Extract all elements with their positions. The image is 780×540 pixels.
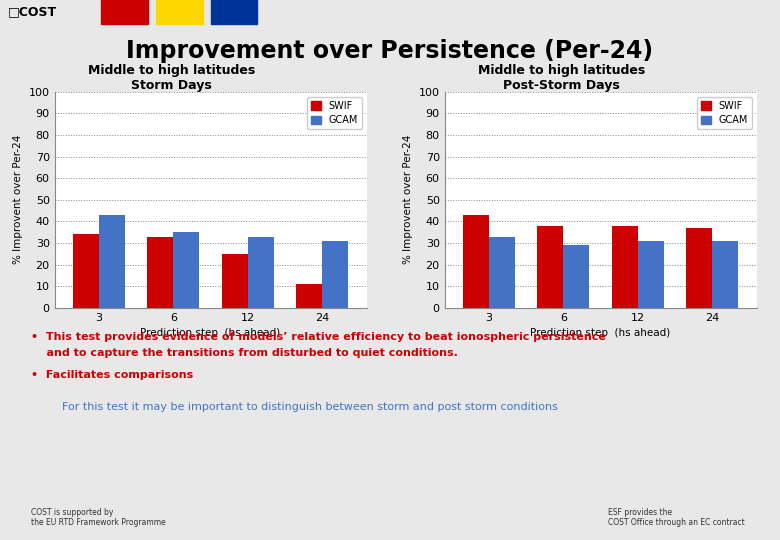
X-axis label: Prediction step  (hs ahead): Prediction step (hs ahead): [530, 328, 671, 338]
Text: and to capture the transitions from disturbed to quiet conditions.: and to capture the transitions from dist…: [31, 348, 458, 359]
Bar: [211, 0, 257, 24]
Text: Improvement over Persistence (Per-24): Improvement over Persistence (Per-24): [126, 39, 654, 63]
Bar: [73, 234, 99, 308]
Text: Middle to high latitudes
Post-Storm Days: Middle to high latitudes Post-Storm Days: [478, 64, 645, 92]
Bar: [99, 215, 125, 308]
Bar: [686, 228, 712, 308]
Y-axis label: % Improvent over Per-24: % Improvent over Per-24: [403, 135, 413, 265]
X-axis label: Prediction step  (hs ahead): Prediction step (hs ahead): [140, 328, 281, 338]
Bar: [222, 254, 248, 308]
Bar: [296, 284, 322, 308]
Bar: [147, 237, 173, 308]
Y-axis label: % Improvent over Per-24: % Improvent over Per-24: [13, 135, 23, 265]
Text: Middle to high latitudes
Storm Days: Middle to high latitudes Storm Days: [88, 64, 255, 92]
Bar: [612, 226, 638, 308]
Bar: [489, 237, 515, 308]
Bar: [563, 245, 590, 308]
Bar: [537, 226, 563, 308]
Bar: [638, 241, 664, 308]
Text: •  This test provides evidence of models’ relative efficiency to beat ionospheri: • This test provides evidence of models’…: [31, 332, 606, 342]
Text: ESF provides the
COST Office through an EC contract: ESF provides the COST Office through an …: [608, 508, 745, 527]
Bar: [101, 0, 148, 24]
Bar: [463, 215, 489, 308]
Bar: [156, 0, 203, 24]
Legend: SWIF, GCAM: SWIF, GCAM: [697, 97, 752, 129]
Bar: [322, 241, 348, 308]
Text: COST is supported by
the EU RTD Framework Programme: COST is supported by the EU RTD Framewor…: [31, 508, 166, 527]
Bar: [712, 241, 738, 308]
Text: •  Facilitates comparisons: • Facilitates comparisons: [31, 370, 193, 380]
Text: For this test it may be important to distinguish between storm and post storm co: For this test it may be important to dis…: [62, 402, 558, 413]
Bar: [248, 237, 274, 308]
Legend: SWIF, GCAM: SWIF, GCAM: [307, 97, 362, 129]
Text: □COST: □COST: [8, 5, 57, 19]
Bar: [173, 232, 200, 308]
